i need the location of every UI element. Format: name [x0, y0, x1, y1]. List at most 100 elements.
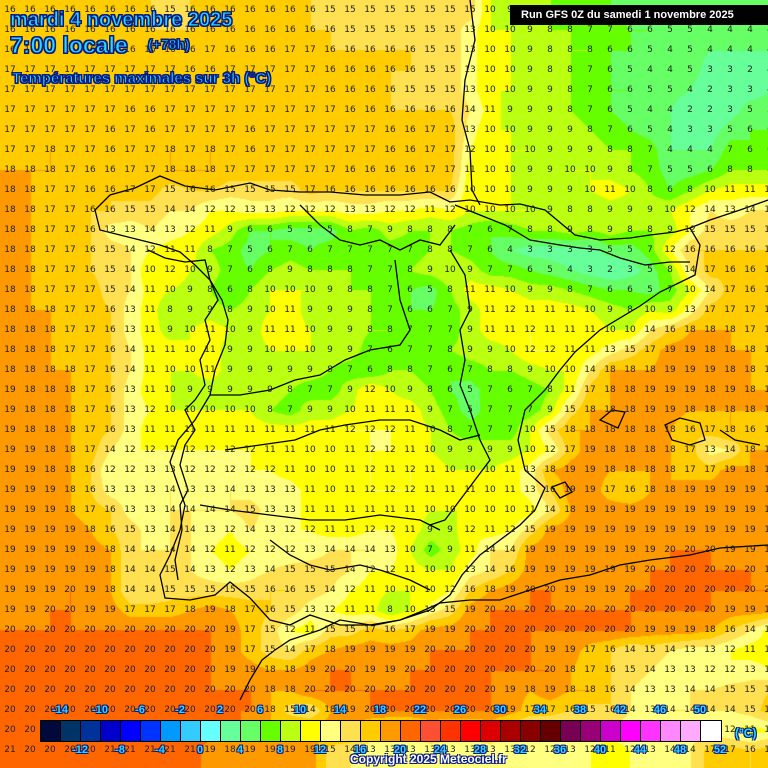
temperature-value: 9 [347, 385, 353, 395]
temperature-value: 10 [424, 565, 436, 575]
temperature-value: 16 [724, 265, 736, 275]
temperature-value: 13 [264, 525, 276, 535]
temperature-value: 15 [244, 185, 256, 195]
temperature-value: 10 [424, 425, 436, 435]
temperature-value: 8 [507, 365, 513, 375]
temperature-value: 8 [687, 185, 693, 195]
temperature-value: 12 [544, 445, 556, 455]
temperature-value: 9 [467, 325, 473, 335]
temperature-value: 20 [584, 625, 596, 635]
legend-label-top: 10 [293, 704, 307, 716]
temperature-value: 6 [407, 305, 413, 315]
temperature-value: 17 [184, 125, 196, 135]
temperature-value: 14 [744, 205, 756, 215]
temperature-value: 11 [264, 445, 276, 455]
temperature-value: 9 [527, 365, 533, 375]
temperature-value: 18 [624, 385, 636, 395]
legend-label-top: 6 [256, 704, 264, 716]
temperature-value: 19 [544, 565, 556, 575]
legend-label-top: 34 [533, 704, 547, 716]
temperature-value: 18 [584, 685, 596, 695]
temperature-value: 20 [144, 685, 156, 695]
temperature-value: 13 [144, 485, 156, 495]
temperature-value: 16 [144, 5, 156, 15]
temperature-value: 18 [44, 305, 56, 315]
temperature-value: 17 [224, 105, 236, 115]
temperature-value: 16 [244, 25, 256, 35]
temperature-value: 7 [387, 265, 393, 275]
temperature-value: 20 [624, 625, 636, 635]
temperature-value: 17 [64, 105, 76, 115]
temperature-value: 17 [64, 225, 76, 235]
temperature-value: 7 [407, 245, 413, 255]
temperature-value: 18 [64, 465, 76, 475]
temperature-value: 16 [104, 145, 116, 155]
temperature-value: 13 [664, 665, 676, 675]
temperature-value: 13 [404, 745, 416, 755]
temperature-value: 7 [387, 245, 393, 255]
temperature-value: 12 [284, 625, 296, 635]
temperature-value: 19 [544, 525, 556, 535]
temperature-value: 13 [384, 745, 396, 755]
legend-label-bottom: 0 [196, 744, 204, 756]
temperature-value: 2 [707, 85, 713, 95]
temperature-value: 16 [144, 45, 156, 55]
temperature-value: 18 [24, 405, 36, 415]
temperature-value: 20 [724, 565, 736, 575]
temperature-value: 19 [524, 565, 536, 575]
temperature-value: 19 [584, 525, 596, 535]
temperature-value: 19 [264, 745, 276, 755]
temperature-value: 8 [307, 265, 313, 275]
temperature-value: 10 [284, 285, 296, 295]
temperature-value: 14 [124, 585, 136, 595]
temperature-value: 9 [347, 305, 353, 315]
temperature-value: 12 [344, 585, 356, 595]
temperature-value: 17 [164, 105, 176, 115]
temperature-value: 11 [464, 285, 476, 295]
temperature-value: 20 [644, 605, 656, 615]
temperature-value: 8 [427, 225, 433, 235]
temperature-value: 3 [527, 245, 533, 255]
temperature-value: 18 [704, 325, 716, 335]
temperature-value: 10 [304, 465, 316, 475]
temperature-value: 11 [284, 325, 296, 335]
temperature-value: 13 [644, 685, 656, 695]
temperature-value: 19 [664, 525, 676, 535]
temperature-value: 19 [344, 645, 356, 655]
temperature-value: 13 [724, 205, 736, 215]
temperature-value: 10 [424, 445, 436, 455]
legend-label-top: -6 [135, 704, 145, 716]
temperature-value: 9 [227, 225, 233, 235]
temperature-value: 14 [144, 225, 156, 235]
temperature-value: 20 [604, 625, 616, 635]
legend-swatch [201, 721, 221, 741]
temperature-value: 20 [624, 605, 636, 615]
temperature-value: 12 [384, 525, 396, 535]
temperature-value: 20 [504, 605, 516, 615]
temperature-value: 6 [447, 385, 453, 395]
temperature-value: 11 [604, 185, 616, 195]
temperature-value: 16 [264, 605, 276, 615]
temperature-value: 13 [464, 85, 476, 95]
temperature-value: 18 [264, 685, 276, 695]
temperature-value: 9 [247, 345, 253, 355]
temperature-value: 13 [124, 485, 136, 495]
legend-swatch [621, 721, 641, 741]
temperature-value: 16 [44, 5, 56, 15]
temperature-value: 8 [487, 365, 493, 375]
temperature-value: 17 [104, 85, 116, 95]
temperature-value: 17 [224, 65, 236, 75]
temperature-value: 6 [627, 125, 633, 135]
temperature-value: 14 [164, 545, 176, 555]
temperature-value: 15 [724, 225, 736, 235]
temperature-value: 10 [624, 325, 636, 335]
temperature-value: 13 [644, 705, 656, 715]
temperature-value: 12 [704, 665, 716, 675]
temperature-value: 19 [664, 405, 676, 415]
temperature-value: 18 [744, 345, 756, 355]
temperature-value: 18 [704, 385, 716, 395]
temperature-value: 16 [164, 25, 176, 35]
temperature-value: 12 [324, 205, 336, 215]
temperature-value: 12 [724, 725, 736, 735]
temperature-value: 17 [44, 245, 56, 255]
